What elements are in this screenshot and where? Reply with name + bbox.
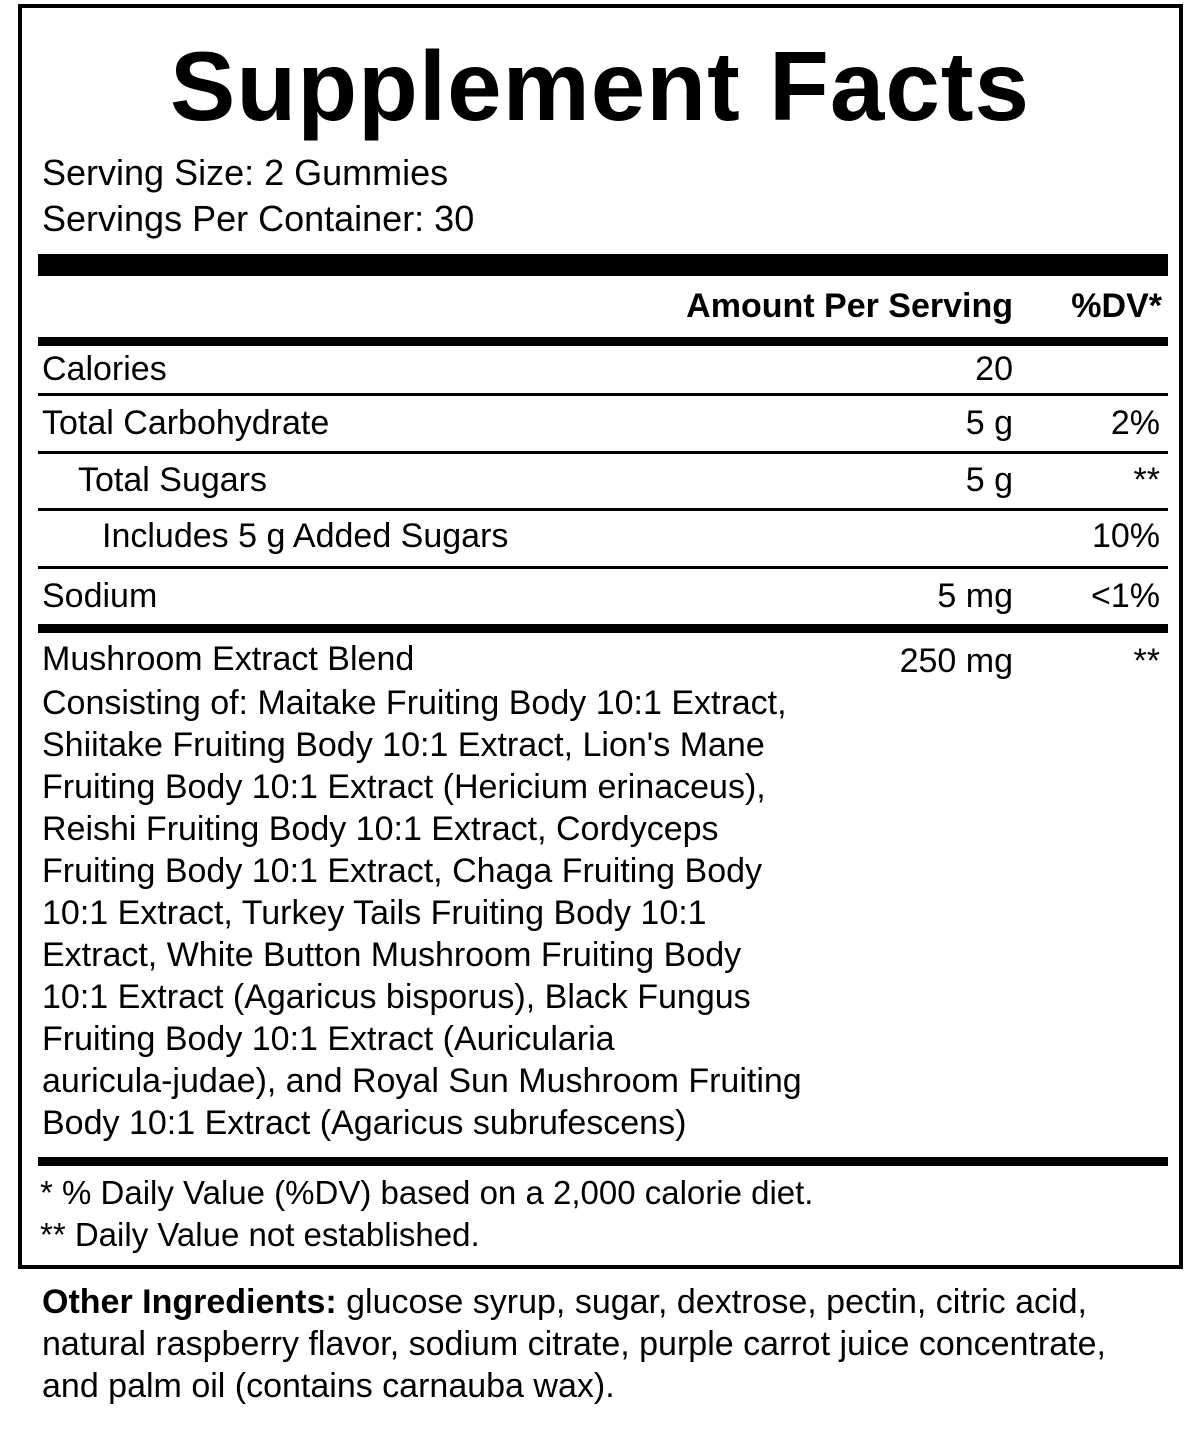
row-dv: 2% — [1110, 404, 1160, 442]
divider — [38, 1157, 1168, 1166]
row-dv: 10% — [1091, 517, 1160, 555]
row-amount: 5 g — [965, 404, 1013, 442]
divider — [38, 393, 1168, 396]
row-label: Sodium — [42, 577, 158, 615]
divider — [38, 254, 1168, 276]
blend-name: Mushroom Extract Blend — [42, 640, 415, 678]
row-amount: 20 — [975, 350, 1013, 388]
row-amount: 5 g — [965, 461, 1013, 499]
blend-amount: 250 mg — [899, 642, 1013, 680]
other-ingredients-text: glucose syrup, sugar, dextrose, pectin, … — [42, 1283, 1106, 1405]
divider — [38, 624, 1168, 633]
servings-per-container: Servings Per Container: 30 — [42, 198, 475, 239]
row-label: Total Sugars — [78, 461, 267, 499]
row-dv: ** — [1133, 461, 1160, 499]
row-amount: 5 mg — [937, 577, 1013, 615]
supplement-facts-panel — [18, 4, 1183, 1269]
row-label: Total Carbohydrate — [42, 404, 330, 442]
dv-header: %DV* — [1071, 287, 1162, 325]
divider — [38, 337, 1168, 346]
other-ingredients-label: Other Ingredients: — [42, 1283, 337, 1321]
footnote: ** Daily Value not established. — [40, 1216, 480, 1253]
blend-ingredients: Consisting of: Maitake Fruiting Body 10:… — [42, 684, 802, 1142]
page-title: Supplement Facts — [169, 31, 1031, 141]
divider — [38, 508, 1168, 511]
row-label: Calories — [42, 350, 167, 388]
divider — [38, 566, 1168, 569]
row-dv: <1% — [1091, 577, 1160, 615]
amount-header: Amount Per Serving — [686, 287, 1013, 325]
footnote: * % Daily Value (%DV) based on a 2,000 c… — [40, 1174, 814, 1211]
other-ingredients: Other Ingredients: glucose syrup, sugar,… — [42, 1281, 1162, 1407]
row-label: Includes 5 g Added Sugars — [102, 517, 509, 555]
divider — [38, 451, 1168, 454]
blend-dv: ** — [1133, 642, 1160, 680]
serving-size: Serving Size: 2 Gummies — [42, 152, 449, 193]
